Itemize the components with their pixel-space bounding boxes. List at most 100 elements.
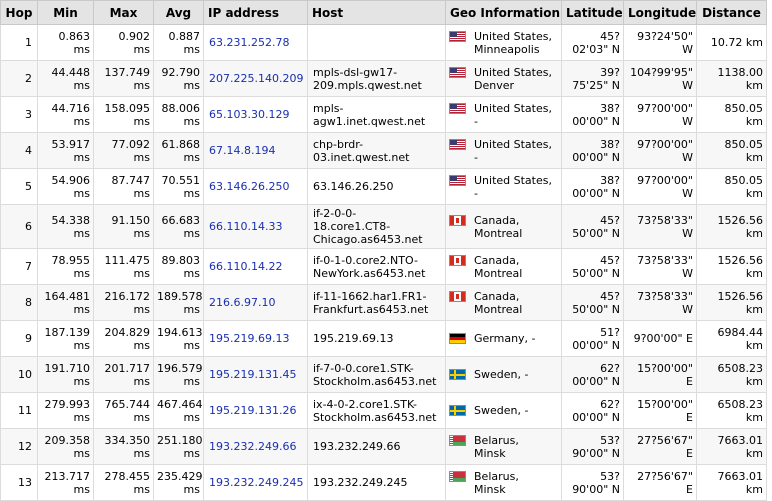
ip-address-cell[interactable]: 66.110.14.22	[203, 248, 308, 285]
max-cell: 137.749 ms	[93, 60, 154, 97]
min-cell: 44.716 ms	[37, 96, 94, 133]
latitude-cell: 45? 50'00" N	[561, 284, 624, 321]
table-row-hop-13[interactable]: 13 213.717 ms 278.455 ms 235.429 ms 193.232…	[0, 464, 767, 501]
belarus-flag-icon	[449, 470, 466, 482]
column-header-longitude[interactable]: Longitude	[623, 0, 697, 25]
ip-address-cell[interactable]: 193.232.249.245	[203, 464, 308, 501]
table-row-hop-3[interactable]: 3 44.716 ms 158.095 ms 88.006 ms 65.103.30.…	[0, 96, 767, 133]
column-header-host[interactable]: Host	[307, 0, 446, 25]
min-cell: 191.710 ms	[37, 356, 94, 393]
geo-cell: Canada, Montreal	[445, 284, 562, 321]
latitude-cell: 62? 00'00" N	[561, 392, 624, 429]
table-row-hop-12[interactable]: 12 209.358 ms 334.350 ms 251.180 ms 193.232…	[0, 428, 767, 465]
latitude-cell: 45? 50'00" N	[561, 204, 624, 249]
hop-cell: 13	[0, 464, 38, 501]
longitude-cell: 93?24'50" W	[623, 24, 697, 61]
min-cell: 209.358 ms	[37, 428, 94, 465]
geo-text: Canada, Montreal	[474, 289, 523, 316]
distance-cell: 850.05 km	[696, 132, 767, 169]
hop-cell: 9	[0, 320, 38, 357]
latitude-cell: 38? 00'00" N	[561, 96, 624, 133]
avg-cell: 89.803 ms	[153, 248, 204, 285]
hop-cell: 5	[0, 168, 38, 205]
sweden-flag-icon	[449, 405, 466, 416]
geo-cell: Sweden, -	[445, 356, 562, 393]
host-cell: mpls-agw1.inet.qwest.net	[307, 96, 446, 133]
geo-cell: United States, -	[445, 132, 562, 169]
table-row-hop-1[interactable]: 1 0.863 ms 0.902 ms 0.887 ms 63.231.252.78 …	[0, 24, 767, 61]
geo-cell: Canada, Montreal	[445, 248, 562, 285]
germany-flag-icon	[449, 333, 466, 344]
column-header-min[interactable]: Min	[37, 0, 94, 25]
ip-address-cell[interactable]: 195.219.69.13	[203, 320, 308, 357]
table-row-hop-6[interactable]: 6 54.338 ms 91.150 ms 66.683 ms 66.110.14.3…	[0, 204, 767, 249]
geo-text: Belarus, Minsk	[474, 469, 519, 496]
ip-address-cell[interactable]: 195.219.131.26	[203, 392, 308, 429]
geo-cell: United States, Minneapolis	[445, 24, 562, 61]
host-cell: ix-4-0-2.core1.STK- Stockholm.as6453.net	[307, 392, 446, 429]
geo-text: Belarus, Minsk	[474, 433, 519, 460]
hop-cell: 10	[0, 356, 38, 393]
table-row-hop-8[interactable]: 8 164.481 ms 216.172 ms 189.578 ms 216.6.97…	[0, 284, 767, 321]
distance-cell: 1526.56 km	[696, 204, 767, 249]
column-header-hop[interactable]: Hop	[0, 0, 38, 25]
ip-address-cell[interactable]: 207.225.140.209	[203, 60, 308, 97]
table-row-hop-7[interactable]: 7 78.955 ms 111.475 ms 89.803 ms 66.110.14.…	[0, 248, 767, 285]
longitude-cell: 27?56'67" E	[623, 428, 697, 465]
geo-cell: Sweden, -	[445, 392, 562, 429]
avg-cell: 189.578 ms	[153, 284, 204, 321]
column-header-max[interactable]: Max	[93, 0, 154, 25]
table-row-hop-5[interactable]: 5 54.906 ms 87.747 ms 70.551 ms 63.146.26.2…	[0, 168, 767, 205]
table-row-hop-9[interactable]: 9 187.139 ms 204.829 ms 194.613 ms 195.219.…	[0, 320, 767, 357]
geo-cell: United States, -	[445, 168, 562, 205]
latitude-cell: 62? 00'00" N	[561, 356, 624, 393]
distance-cell: 850.05 km	[696, 96, 767, 133]
table-row-hop-4[interactable]: 4 53.917 ms 77.092 ms 61.868 ms 67.14.8.194…	[0, 132, 767, 169]
ip-address-cell[interactable]: 63.146.26.250	[203, 168, 308, 205]
column-header-geo[interactable]: Geo Information	[445, 0, 562, 25]
latitude-cell: 53? 90'00" N	[561, 464, 624, 501]
host-cell: if-11-1662.har1.FR1- Frankfurt.as6453.net	[307, 284, 446, 321]
ip-address-cell[interactable]: 193.232.249.66	[203, 428, 308, 465]
ip-address-cell[interactable]: 65.103.30.129	[203, 96, 308, 133]
host-cell: mpls-dsl-gw17- 209.mpls.qwest.net	[307, 60, 446, 97]
us-flag-icon	[449, 66, 466, 78]
hop-cell: 3	[0, 96, 38, 133]
canada-flag-icon	[449, 254, 466, 266]
ip-address-cell[interactable]: 67.14.8.194	[203, 132, 308, 169]
min-cell: 279.993 ms	[37, 392, 94, 429]
ip-address-cell[interactable]: 216.6.97.10	[203, 284, 308, 321]
avg-cell: 0.887 ms	[153, 24, 204, 61]
geo-cell: Germany, -	[445, 320, 562, 357]
column-header-ip[interactable]: IP address	[203, 0, 308, 25]
distance-cell: 1526.56 km	[696, 248, 767, 285]
longitude-cell: 9?00'00" E	[623, 320, 697, 357]
distance-cell: 10.72 km	[696, 24, 767, 61]
host-cell: chp-brdr- 03.inet.qwest.net	[307, 132, 446, 169]
latitude-cell: 38? 00'00" N	[561, 168, 624, 205]
longitude-cell: 97?00'00" W	[623, 96, 697, 133]
column-header-avg[interactable]: Avg	[153, 0, 204, 25]
min-cell: 78.955 ms	[37, 248, 94, 285]
host-cell: 193.232.249.245	[307, 464, 446, 501]
ip-address-cell[interactable]: 66.110.14.33	[203, 204, 308, 249]
table-row-hop-10[interactable]: 10 191.710 ms 201.717 ms 196.579 ms 195.219…	[0, 356, 767, 393]
avg-cell: 92.790 ms	[153, 60, 204, 97]
host-cell: if-0-1-0.core2.NTO- NewYork.as6453.net	[307, 248, 446, 285]
geo-cell: Belarus, Minsk	[445, 428, 562, 465]
table-row-hop-2[interactable]: 2 44.448 ms 137.749 ms 92.790 ms 207.225.14…	[0, 60, 767, 97]
ip-address-cell[interactable]: 63.231.252.78	[203, 24, 308, 61]
max-cell: 158.095 ms	[93, 96, 154, 133]
table-row-hop-11[interactable]: 11 279.993 ms 765.744 ms 467.464 ms 195.219…	[0, 392, 767, 429]
max-cell: 87.747 ms	[93, 168, 154, 205]
geo-cell: Canada, Montreal	[445, 204, 562, 249]
column-header-latitude[interactable]: Latitude	[561, 0, 624, 25]
longitude-cell: 27?56'67" E	[623, 464, 697, 501]
hop-cell: 7	[0, 248, 38, 285]
column-header-distance[interactable]: Distance	[696, 0, 767, 25]
ip-address-cell[interactable]: 195.219.131.45	[203, 356, 308, 393]
hop-cell: 6	[0, 204, 38, 249]
avg-cell: 235.429 ms	[153, 464, 204, 501]
